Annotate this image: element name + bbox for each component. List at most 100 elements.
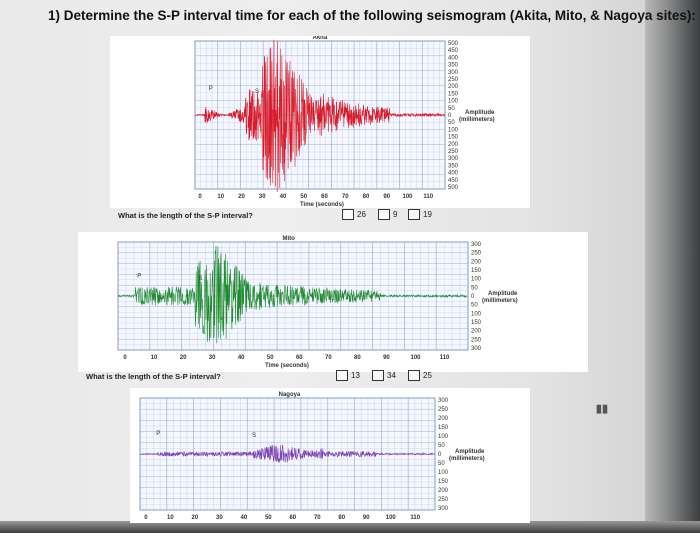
- x-tick-label: 70: [325, 355, 332, 361]
- y-tick-label: 350: [448, 63, 459, 69]
- y-tick-label: 500: [448, 185, 459, 191]
- y-tick-label: 100: [438, 470, 449, 476]
- akita-seismogram: Akita P S 0 10 20 30 40 50 60 70 80 90 100 110 Time (se…: [110, 36, 530, 208]
- y-tick-label: 400: [448, 171, 459, 177]
- x-tick-label: 50: [300, 194, 307, 200]
- s-wave-marker: S: [252, 433, 256, 439]
- mito-option-3[interactable]: 25: [408, 370, 432, 381]
- x-tick-label: 40: [280, 194, 287, 200]
- y-tick-label: 50: [448, 120, 455, 126]
- mito-seismogram: Mito P S 0 10 20 30 40 50 60 70 80 90 100 110 Time (sec…: [78, 232, 588, 372]
- y-tick-label: 300: [438, 506, 449, 512]
- x-tick-label: 20: [192, 515, 199, 521]
- checkbox[interactable]: [342, 209, 354, 220]
- y-axis-title: (millimeters): [449, 456, 485, 462]
- option-label: 34: [387, 371, 396, 380]
- akita-option-2[interactable]: 9: [378, 209, 397, 220]
- site-title: Nagoya: [279, 392, 301, 398]
- y-tick-label: 200: [438, 416, 449, 422]
- x-tick-label: 0: [123, 355, 127, 361]
- x-tick-label: 30: [259, 194, 266, 200]
- y-tick-label: 100: [438, 434, 449, 440]
- seismic-trace: [194, 39, 445, 193]
- mito-option-2[interactable]: 34: [372, 370, 396, 381]
- y-tick-label: 250: [438, 497, 449, 503]
- x-tick-label: 90: [383, 194, 390, 200]
- seismic-trace: [139, 444, 435, 463]
- y-tick-label: 100: [471, 311, 482, 317]
- akita-question: What is the length of the S-P interval?: [118, 211, 253, 220]
- y-tick-label: 100: [471, 277, 482, 283]
- y-tick-label: 150: [471, 320, 482, 326]
- y-tick-label: 200: [471, 329, 482, 335]
- s-wave-marker: S: [199, 276, 203, 282]
- x-tick-label: 80: [363, 194, 370, 200]
- x-tick-label: 0: [198, 194, 202, 200]
- x-tick-label: 30: [216, 515, 223, 521]
- checkbox[interactable]: [372, 370, 384, 381]
- y-tick-label: 300: [438, 398, 449, 404]
- y-axis-title: Amplitude: [455, 449, 485, 455]
- x-tick-label: 80: [354, 355, 361, 361]
- y-tick-label: 0: [438, 452, 442, 458]
- site-title: Mito: [283, 236, 296, 242]
- y-tick-label: 150: [438, 425, 449, 431]
- x-tick-label: 100: [402, 194, 413, 200]
- x-tick-label: 10: [217, 194, 224, 200]
- y-tick-label: 300: [471, 346, 482, 352]
- x-tick-label: 50: [267, 355, 274, 361]
- y-tick-label: 50: [448, 106, 455, 112]
- x-tick-label: 70: [342, 194, 349, 200]
- y-tick-label: 50: [471, 303, 478, 309]
- y-tick-label: 0: [471, 294, 475, 300]
- y-tick-label: 50: [438, 461, 445, 467]
- x-tick-label: 100: [410, 355, 421, 361]
- nagoya-seismogram: NagoyaPS0102030405060708090100110Time (s…: [130, 388, 530, 523]
- akita-option-1[interactable]: 26: [342, 209, 366, 220]
- x-tick-label: 40: [240, 515, 247, 521]
- x-tick-label: 50: [265, 515, 272, 521]
- mito-panel: Mito P S 0 10 20 30 40 50 60 70 80 90 100 110 Time (sec…: [78, 232, 588, 382]
- y-tick-label: 250: [448, 77, 459, 83]
- x-tick-label: 30: [209, 355, 216, 361]
- y-tick-label: 400: [448, 55, 459, 61]
- monitor-bezel: [645, 0, 700, 533]
- y-tick-label: 200: [448, 84, 459, 90]
- x-tick-label: 0: [144, 515, 148, 521]
- y-tick-label: 200: [471, 259, 482, 265]
- checkbox[interactable]: [336, 370, 348, 381]
- y-axis-title: Amplitude: [465, 110, 495, 116]
- x-tick-label: 70: [314, 515, 321, 521]
- checkbox[interactable]: [408, 209, 420, 220]
- p-wave-marker: P: [137, 274, 141, 280]
- watermark-icon: ▮▮: [595, 403, 608, 415]
- akita-option-3[interactable]: 19: [408, 209, 432, 220]
- nagoya-panel: NagoyaPS0102030405060708090100110Time (s…: [130, 388, 530, 523]
- x-tick-label: 40: [238, 355, 245, 361]
- x-tick-label: 90: [383, 355, 390, 361]
- option-label: 9: [393, 210, 398, 219]
- option-label: 26: [357, 210, 366, 219]
- y-tick-label: 200: [438, 488, 449, 494]
- y-tick-label: 450: [448, 178, 459, 184]
- y-tick-label: 250: [448, 149, 459, 155]
- y-axis-title: (millimeters): [482, 298, 518, 304]
- p-wave-marker: P: [156, 431, 160, 437]
- y-tick-label: 200: [448, 142, 459, 148]
- y-tick-label: 250: [471, 251, 482, 257]
- x-tick-label: 60: [289, 515, 296, 521]
- x-tick-label: 20: [180, 355, 187, 361]
- y-tick-label: 150: [448, 135, 459, 141]
- x-tick-label: 100: [386, 515, 397, 521]
- mito-option-1[interactable]: 13: [336, 370, 360, 381]
- x-tick-label: 10: [167, 515, 174, 521]
- checkbox[interactable]: [378, 209, 390, 220]
- x-axis-title: Time (seconds): [265, 363, 309, 369]
- site-title: Akita: [313, 36, 328, 41]
- x-tick-label: 110: [440, 355, 450, 361]
- y-tick-label: 300: [471, 242, 482, 248]
- x-tick-label: 80: [338, 515, 345, 521]
- option-label: 13: [351, 371, 360, 380]
- y-tick-label: 250: [471, 337, 482, 343]
- checkbox[interactable]: [408, 370, 420, 381]
